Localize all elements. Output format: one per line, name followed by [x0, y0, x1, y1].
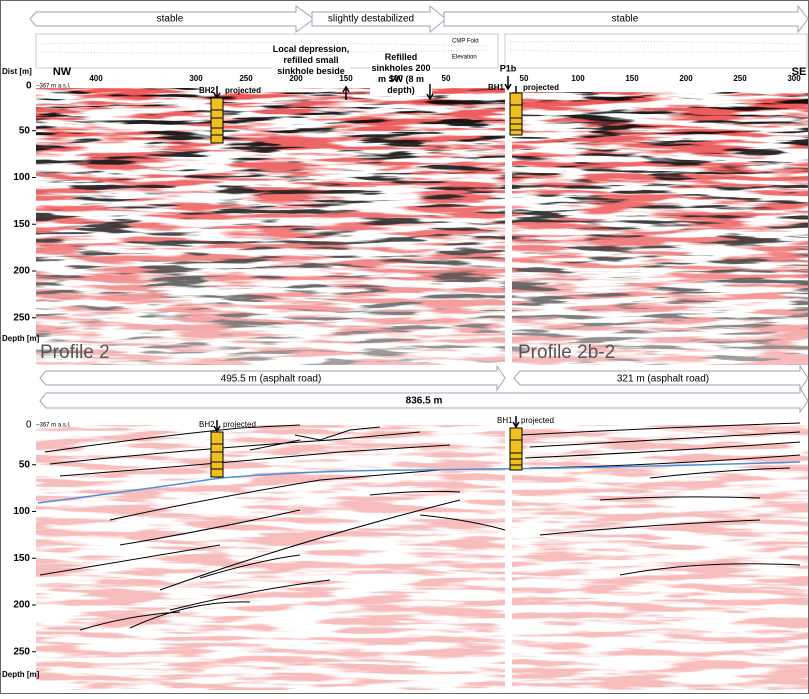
depth-tick-label: 250 [13, 646, 30, 657]
axis-label: Depth [m] [2, 670, 40, 679]
header-label: CMP Fold [452, 39, 479, 45]
direction: NW [53, 66, 72, 78]
borehole-note: projected [225, 86, 261, 95]
depth-zero: 0 [26, 81, 32, 92]
depth-tick-label: 50 [19, 125, 31, 136]
depth-tick-label: 50 [19, 459, 31, 470]
borehole-note: projected [523, 83, 559, 92]
dist-tick-label: 300 [189, 74, 203, 83]
depth-tick-label: 150 [13, 219, 30, 230]
zone-label: stable [157, 14, 184, 25]
dist-tick-label: 150 [625, 74, 639, 83]
depth-zero: 0 [26, 420, 32, 431]
dist-tick-label: 150 [339, 74, 353, 83]
borehole-label: P1b [500, 63, 517, 73]
length-label: 495.5 m (asphalt road) [221, 374, 322, 385]
dist-tick-label: 400 [89, 74, 103, 83]
dist-tick-label: 200 [679, 74, 693, 83]
length-label: 836.5 m [406, 396, 443, 407]
dist-tick-label: 100 [571, 74, 585, 83]
dist-tick-label: 250 [733, 74, 747, 83]
length-arrow [39, 386, 809, 414]
horizons [39, 422, 801, 631]
borehole-label: BH1 [488, 83, 505, 92]
profile-label: Profile 2 [40, 342, 110, 363]
zone-arrow [311, 4, 447, 34]
depth-tick-label: 200 [13, 600, 30, 611]
zone-arrow [29, 5, 315, 33]
dist-tick-label: 250 [239, 74, 253, 83]
interface-line [37, 461, 801, 504]
profile-label: Profile 2b-2 [518, 342, 615, 363]
dist-tick-label: 100 [389, 74, 403, 83]
direction: SE [792, 66, 807, 78]
zone-label: stable [612, 14, 639, 25]
dist-tick-label: 50 [520, 74, 529, 83]
zone-arrow [443, 4, 809, 34]
annotation: Local depression, refilled small sinkhol… [272, 44, 350, 77]
dist-tick-label: 50 [442, 74, 451, 83]
dist-tick-label: 200 [289, 74, 303, 83]
length-arrow [39, 364, 506, 392]
borehole-note: projected [521, 416, 554, 425]
borehole-label: BH2 [199, 420, 215, 429]
header-strip [35, 33, 808, 69]
axis-label: Depth [m] [2, 334, 40, 343]
depth-tick-label: 250 [13, 312, 30, 323]
borehole [210, 76, 523, 144]
borehole-label: BH1 [497, 416, 513, 425]
length-label: 321 m (asphalt road) [617, 374, 709, 385]
seismic-section [36, 88, 808, 365]
borehole-note: projected [223, 420, 256, 429]
depth-tick-label: 100 [13, 506, 30, 517]
axis-label: Dist [m] [2, 67, 32, 76]
dist-tick-label: 300 [787, 74, 801, 83]
datum: ~367 m a.s.l. [36, 84, 71, 90]
zone-label: slightly destabilized [328, 14, 414, 25]
annotation: Refilled sinkholes 200 m SW (8 m depth) [370, 52, 432, 96]
borehole [210, 416, 523, 478]
borehole-label: BH2 [199, 86, 216, 95]
depth-tick-label: 200 [13, 266, 30, 277]
depth-tick-label: 150 [13, 553, 30, 564]
depth-tick-label: 100 [13, 172, 30, 183]
datum: ~367 m a.s.l. [36, 423, 71, 429]
arrow [342, 84, 434, 101]
header-label: Elevation [452, 55, 477, 61]
